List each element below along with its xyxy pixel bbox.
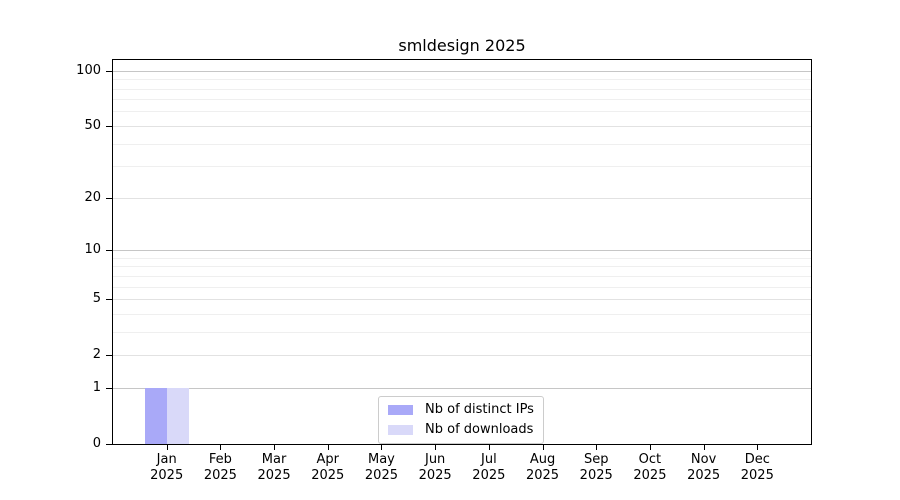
x-tick-label-oct: Oct 2025 [633,452,667,483]
y-tick-label-50: 50 [84,117,101,133]
major-gridline-50 [113,125,811,127]
y-tick-label-10: 10 [84,242,101,258]
x-tick-jun [435,445,436,450]
x-tick-label-may: May 2025 [364,452,398,483]
minor-gridline-70 [113,99,811,101]
plot-inner [113,60,811,444]
x-tick-label-aug: Aug 2025 [525,452,560,483]
minor-gridline-40 [113,143,811,145]
y-tick-5 [106,299,112,300]
x-tick-dec [757,445,758,450]
y-tick-label-20: 20 [84,189,101,205]
legend-item-distinct-ips: Nb of distinct IPs [388,401,534,418]
major-gridline-20 [113,197,811,199]
plot-area [112,59,812,445]
minor-gridline-8 [113,266,811,268]
legend-item-downloads: Nb of downloads [388,421,534,438]
major-gridline-5 [113,299,811,301]
major-gridline-10 [113,250,811,252]
legend-swatch-downloads [388,424,413,435]
x-tick-label-jun: Jun 2025 [418,452,452,483]
minor-gridline-6 [113,286,811,288]
y-tick-10 [106,250,112,251]
chart-title: smldesign 2025 [398,36,526,55]
major-gridline-1 [113,387,811,389]
legend: Nb of distinct IPs Nb of downloads [378,396,544,444]
minor-gridline-4 [113,313,811,315]
x-tick-apr [328,445,329,450]
minor-gridline-90 [113,79,811,81]
minor-gridline-80 [113,88,811,90]
x-tick-label-nov: Nov 2025 [687,452,721,483]
legend-label-downloads: Nb of downloads [425,422,534,437]
x-tick-oct [650,445,651,450]
x-tick-label-sep: Sep 2025 [579,452,613,483]
bar-jan-distinct-ips [144,387,167,444]
major-gridline-100 [113,70,811,72]
y-tick-1 [106,388,112,389]
x-tick-may [381,445,382,450]
minor-gridline-9 [113,257,811,259]
y-tick-50 [106,126,112,127]
x-tick-label-dec: Dec 2025 [740,452,774,483]
x-tick-sep [596,445,597,450]
x-tick-jan [167,445,168,450]
y-tick-label-2: 2 [92,347,101,363]
y-tick-2 [106,355,112,356]
x-tick-label-mar: Mar 2025 [257,452,291,483]
x-tick-label-feb: Feb 2025 [203,452,237,483]
y-tick-100 [106,71,112,72]
x-tick-label-jan: Jan 2025 [150,452,184,483]
y-tick-label-0: 0 [92,436,101,451]
bar-jan-downloads [166,387,189,444]
minor-gridline-7 [113,275,811,277]
y-tick-label-5: 5 [92,291,101,307]
x-tick-label-jul: Jul 2025 [472,452,506,483]
minor-gridline-60 [113,111,811,113]
y-tick-label-1: 1 [92,379,101,395]
x-tick-jul [489,445,490,450]
x-tick-nov [704,445,705,450]
x-tick-feb [220,445,221,450]
legend-label-distinct-ips: Nb of distinct IPs [425,402,534,417]
major-gridline-2 [113,355,811,357]
legend-swatch-distinct-ips [388,404,413,415]
x-tick-label-apr: Apr 2025 [311,452,345,483]
x-tick-aug [543,445,544,450]
y-tick-20 [106,198,112,199]
y-tick-0 [106,444,112,445]
x-tick-mar [274,445,275,450]
minor-gridline-30 [113,166,811,168]
minor-gridline-3 [113,331,811,333]
y-tick-label-100: 100 [76,62,101,78]
